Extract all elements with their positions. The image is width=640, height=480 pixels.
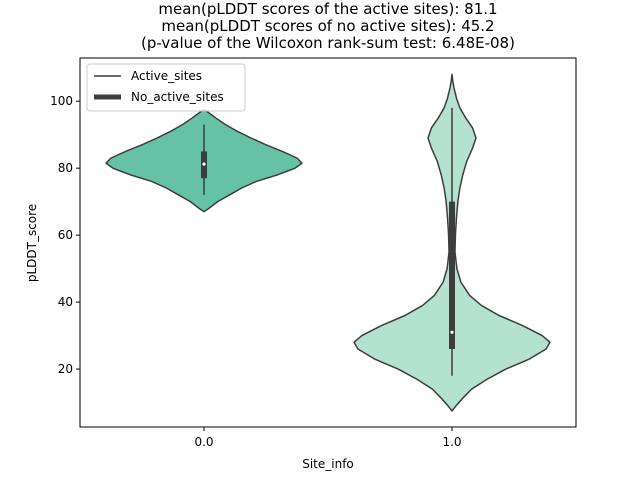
y-axis: 20 40 60 80 100 <box>50 94 80 376</box>
median-point-0-0 <box>202 162 206 166</box>
y-tick-label: 80 <box>58 161 73 175</box>
x-tick-label: 0.0 <box>194 435 213 449</box>
legend-box <box>86 63 246 112</box>
y-tick-label: 100 <box>50 94 73 108</box>
chart-title-line-2: mean(pLDDT scores of no active sites): 4… <box>161 17 494 35</box>
legend-label-active-sites: Active_sites <box>131 69 202 83</box>
y-tick-label: 40 <box>58 295 73 309</box>
chart-title-line-1: mean(pLDDT scores of the active sites): … <box>158 0 497 18</box>
x-axis-label: Site_info <box>302 457 354 471</box>
x-tick-label: 1.0 <box>442 435 461 449</box>
axes-frame <box>79 57 577 428</box>
y-tick-label: 60 <box>58 228 73 242</box>
x-axis: 0.0 1.0 <box>194 427 462 449</box>
median-point-1-0 <box>450 330 454 334</box>
plot-area <box>105 73 551 412</box>
chart-title-line-3: (p-value of the Wilcoxon rank-sum test: … <box>141 34 515 52</box>
y-tick-label: 20 <box>58 362 73 376</box>
legend-label-no-active-sites: No_active_sites <box>131 90 224 104</box>
legend: Active_sites No_active_sites <box>86 63 246 112</box>
y-axis-label: pLDDT_score <box>25 204 39 282</box>
